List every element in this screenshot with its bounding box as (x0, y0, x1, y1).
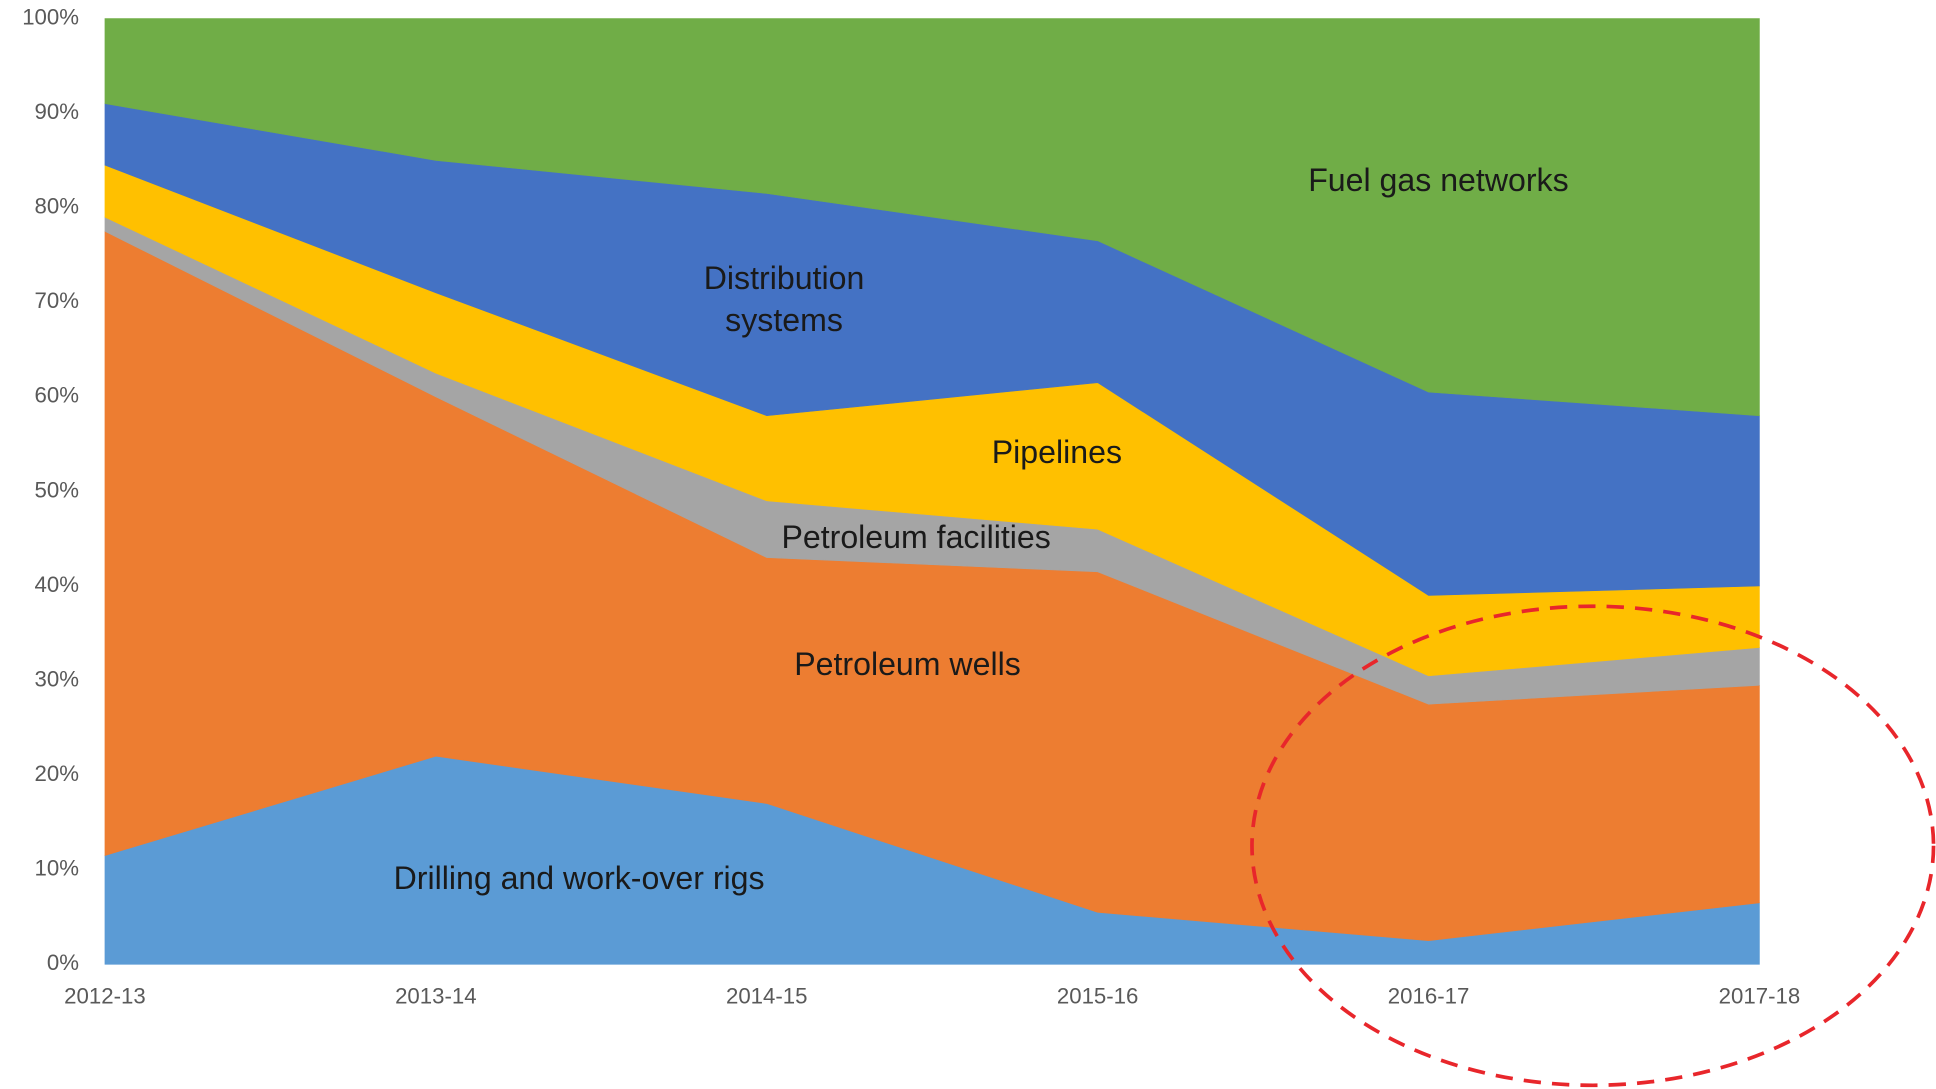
y-tick-label: 0% (47, 950, 79, 975)
y-tick-label: 50% (35, 477, 79, 502)
highlight-ellipse (1250, 604, 1936, 1088)
series-label: Pipelines (992, 434, 1122, 470)
series-label: Petroleum facilities (781, 519, 1050, 555)
series-label: Fuel gas networks (1308, 162, 1568, 198)
series-label: Drilling and work-over rigs (394, 860, 765, 896)
y-tick-label: 100% (22, 4, 79, 29)
series-label: Petroleum wells (794, 646, 1021, 682)
y-tick-label: 70% (35, 288, 79, 313)
y-tick-label: 30% (35, 666, 79, 691)
series-label: Distribution systems (703, 259, 865, 339)
area (104, 18, 1760, 417)
x-tick-label: 2014-15 (726, 984, 808, 1009)
y-tick-label: 90% (35, 99, 79, 124)
x-tick-label: 2016-17 (1388, 984, 1470, 1009)
areas (104, 18, 1760, 965)
labels: Drilling and work-over rigs Petroleum wel… (394, 162, 1569, 896)
y-tick-label: 10% (35, 856, 79, 881)
series-label-box: Distribution systems (703, 259, 865, 339)
x-tick-label: 2013-14 (395, 984, 477, 1009)
y-tick-label: 80% (35, 194, 79, 219)
y-tick-label: 60% (35, 383, 79, 408)
y-tick-label: 20% (35, 761, 79, 786)
x-tick-label: 2015-16 (1057, 984, 1139, 1009)
x-tick-label: 2012-13 (64, 984, 146, 1009)
x-tick-label: 2017-18 (1719, 984, 1801, 1009)
y-tick-label: 40% (35, 572, 79, 597)
